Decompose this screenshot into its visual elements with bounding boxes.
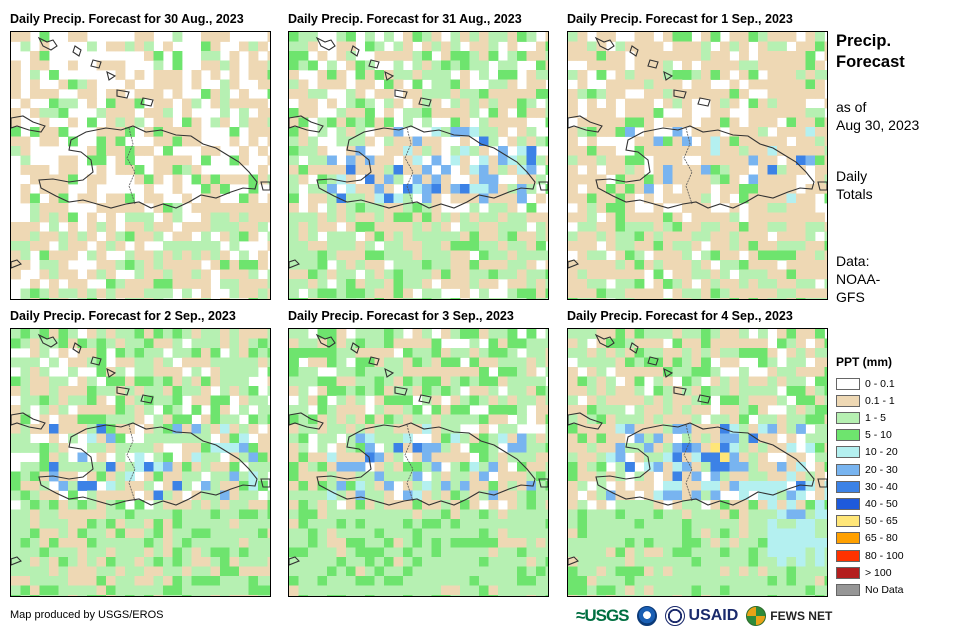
daily-totals-text: Daily Totals	[836, 167, 873, 203]
coastline-outline	[289, 36, 548, 269]
legend-label: 30 - 40	[865, 480, 898, 493]
legend-swatch	[836, 532, 860, 545]
legend-item: 5 - 10	[836, 427, 892, 444]
legend-label: 0.1 - 1	[865, 394, 895, 407]
legend-swatch	[836, 497, 860, 510]
usgs-logo: ≈USGS	[576, 606, 630, 625]
data-line-2: NOAA-	[836, 271, 881, 287]
legend-item: 0 - 0.1	[836, 375, 895, 392]
forecast-heading: Precip. Forecast	[836, 31, 905, 73]
legend-swatch	[836, 429, 860, 442]
legend-label: 40 - 50	[865, 497, 898, 510]
legend-item: 1 - 5	[836, 409, 886, 426]
coastline-outline	[289, 333, 548, 566]
legend-swatch	[836, 394, 860, 407]
forecast-map-3	[567, 31, 828, 300]
precip-grid	[11, 32, 270, 299]
legend-swatch	[836, 377, 860, 390]
coastline-outline	[11, 333, 270, 566]
legend-item: 65 - 80	[836, 530, 898, 547]
usaid-logo: USAID	[688, 607, 739, 624]
legend-item: 30 - 40	[836, 478, 898, 495]
legend-label: 1 - 5	[865, 411, 887, 424]
legend-label: No Data	[865, 583, 904, 596]
map-credit: Map produced by USGS/EROS	[10, 609, 164, 621]
legend-label: 0 - 0.1	[865, 377, 895, 390]
panel-title-6: Daily Precip. Forecast for 4 Sep., 2023	[567, 309, 793, 323]
forecast-map-4	[10, 328, 271, 597]
usaid-seal-icon	[664, 606, 685, 626]
legend-label: 10 - 20	[865, 446, 898, 459]
as-of-line-1: as of	[836, 99, 867, 115]
legend-item: 80 - 100	[836, 547, 904, 564]
legend-label: 20 - 30	[865, 463, 898, 476]
legend-swatch	[836, 480, 860, 493]
daily-line-2: Totals	[836, 186, 873, 202]
panel-title-5: Daily Precip. Forecast for 3 Sep., 2023	[288, 309, 514, 323]
legend-item: 10 - 20	[836, 444, 898, 461]
precip-grid	[11, 329, 270, 596]
legend-swatch	[836, 566, 860, 579]
legend-item: 20 - 30	[836, 461, 898, 478]
precip-grid	[568, 32, 827, 299]
legend-item: No Data	[836, 581, 904, 598]
heading-line-1: Precip.	[836, 32, 892, 50]
precip-grid	[289, 329, 548, 596]
legend-swatch	[836, 446, 860, 459]
legend-item: > 100	[836, 564, 892, 581]
panel-title-4: Daily Precip. Forecast for 2 Sep., 2023	[10, 309, 236, 323]
forecast-map-1	[10, 31, 271, 300]
panel-title-1: Daily Precip. Forecast for 30 Aug., 2023	[10, 12, 244, 26]
panel-title-3: Daily Precip. Forecast for 1 Sep., 2023	[567, 12, 793, 26]
forecast-map-2	[288, 31, 549, 300]
legend-label: 5 - 10	[865, 429, 892, 442]
precip-grid	[289, 32, 548, 299]
legend-item: 40 - 50	[836, 495, 898, 512]
fews-net-icon	[746, 606, 767, 626]
legend-swatch	[836, 583, 860, 596]
forecast-map-6	[567, 328, 828, 597]
coastline-outline	[568, 36, 827, 269]
data-line-1: Data:	[836, 253, 870, 269]
legend-label: 65 - 80	[865, 532, 898, 545]
data-line-3: GFS	[836, 289, 865, 305]
fews-net-logo: FEWS NET	[770, 609, 833, 623]
legend-item: 0.1 - 1	[836, 392, 895, 409]
legend-swatch	[836, 411, 860, 424]
precip-grid	[568, 329, 827, 596]
legend-label: 50 - 65	[865, 515, 898, 528]
as-of-line-2: Aug 30, 2023	[836, 117, 920, 133]
partner-logos: ≈USGS USAID FEWS NET	[576, 604, 832, 628]
coastline-outline	[568, 333, 827, 566]
heading-line-2: Forecast	[836, 53, 905, 71]
panel-title-2: Daily Precip. Forecast for 31 Aug., 2023	[288, 12, 522, 26]
legend-swatch	[836, 463, 860, 476]
noaa-logo-icon	[636, 606, 657, 626]
legend-item: 50 - 65	[836, 513, 898, 530]
daily-line-1: Daily	[836, 168, 868, 184]
as-of-text: as of Aug 30, 2023	[836, 98, 919, 134]
legend-label: 80 - 100	[865, 549, 904, 562]
forecast-map-5	[288, 328, 549, 597]
data-source-text: Data: NOAA- GFS	[836, 252, 880, 306]
coastline-outline	[11, 36, 270, 269]
legend-swatch	[836, 515, 860, 528]
legend-label: > 100	[865, 566, 892, 579]
legend-title: PPT (mm)	[836, 355, 893, 369]
legend-swatch	[836, 549, 860, 562]
